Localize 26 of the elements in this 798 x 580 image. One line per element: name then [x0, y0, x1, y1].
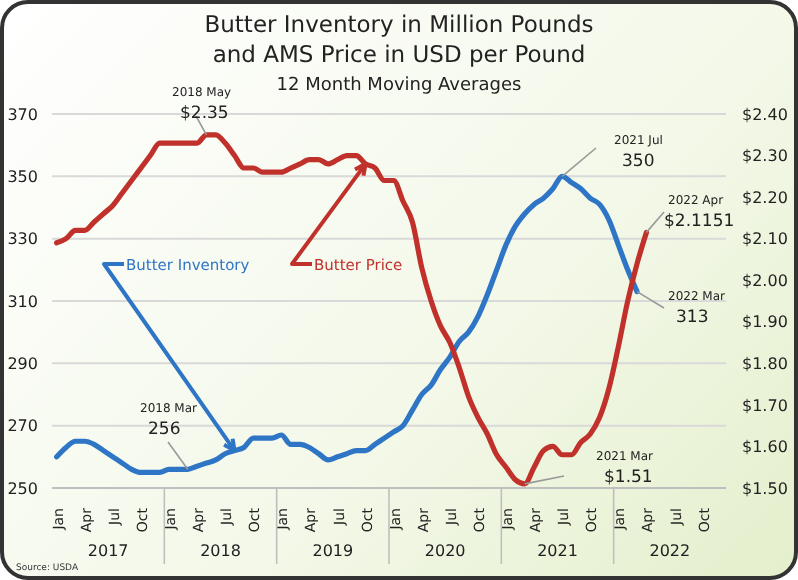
y2-tick-label: $2.00: [742, 271, 788, 290]
y2-tick-label: $1.90: [742, 313, 788, 332]
y-tick-label: 350: [7, 168, 38, 187]
y-tick-label: 290: [7, 355, 38, 374]
chart-title: Butter Inventory in Million Pounds and AMS Price in USD per Pound: [204, 10, 594, 68]
y2-tick-label: $1.80: [742, 355, 788, 374]
y2-tick-label: $2.30: [742, 147, 788, 166]
y-tick-label: 370: [7, 105, 38, 124]
text: 2018: [200, 542, 241, 560]
y2-tick-label: $2.40: [742, 105, 788, 124]
y-tick-label: 310: [7, 292, 38, 311]
y2-tick-label: $1.70: [742, 396, 788, 415]
line-series: [54, 132, 650, 487]
chart-subtitle: 12 Month Moving Averages: [276, 76, 523, 96]
y-tick-label: 330: [7, 230, 38, 249]
y2-tick-label: $1.50: [742, 479, 788, 498]
text: 2021: [537, 542, 578, 560]
y2-tick-label: $2.10: [742, 230, 788, 249]
y-tick-label: 270: [7, 417, 38, 436]
text: 2020: [424, 542, 466, 560]
y2-tick-label: $2.20: [742, 188, 788, 207]
text: 2019: [312, 542, 354, 560]
y2-tick-label: $1.60: [742, 438, 788, 457]
text: 2022: [649, 542, 691, 560]
y-tick-label: 250: [7, 479, 38, 498]
text: 2017: [87, 542, 129, 560]
